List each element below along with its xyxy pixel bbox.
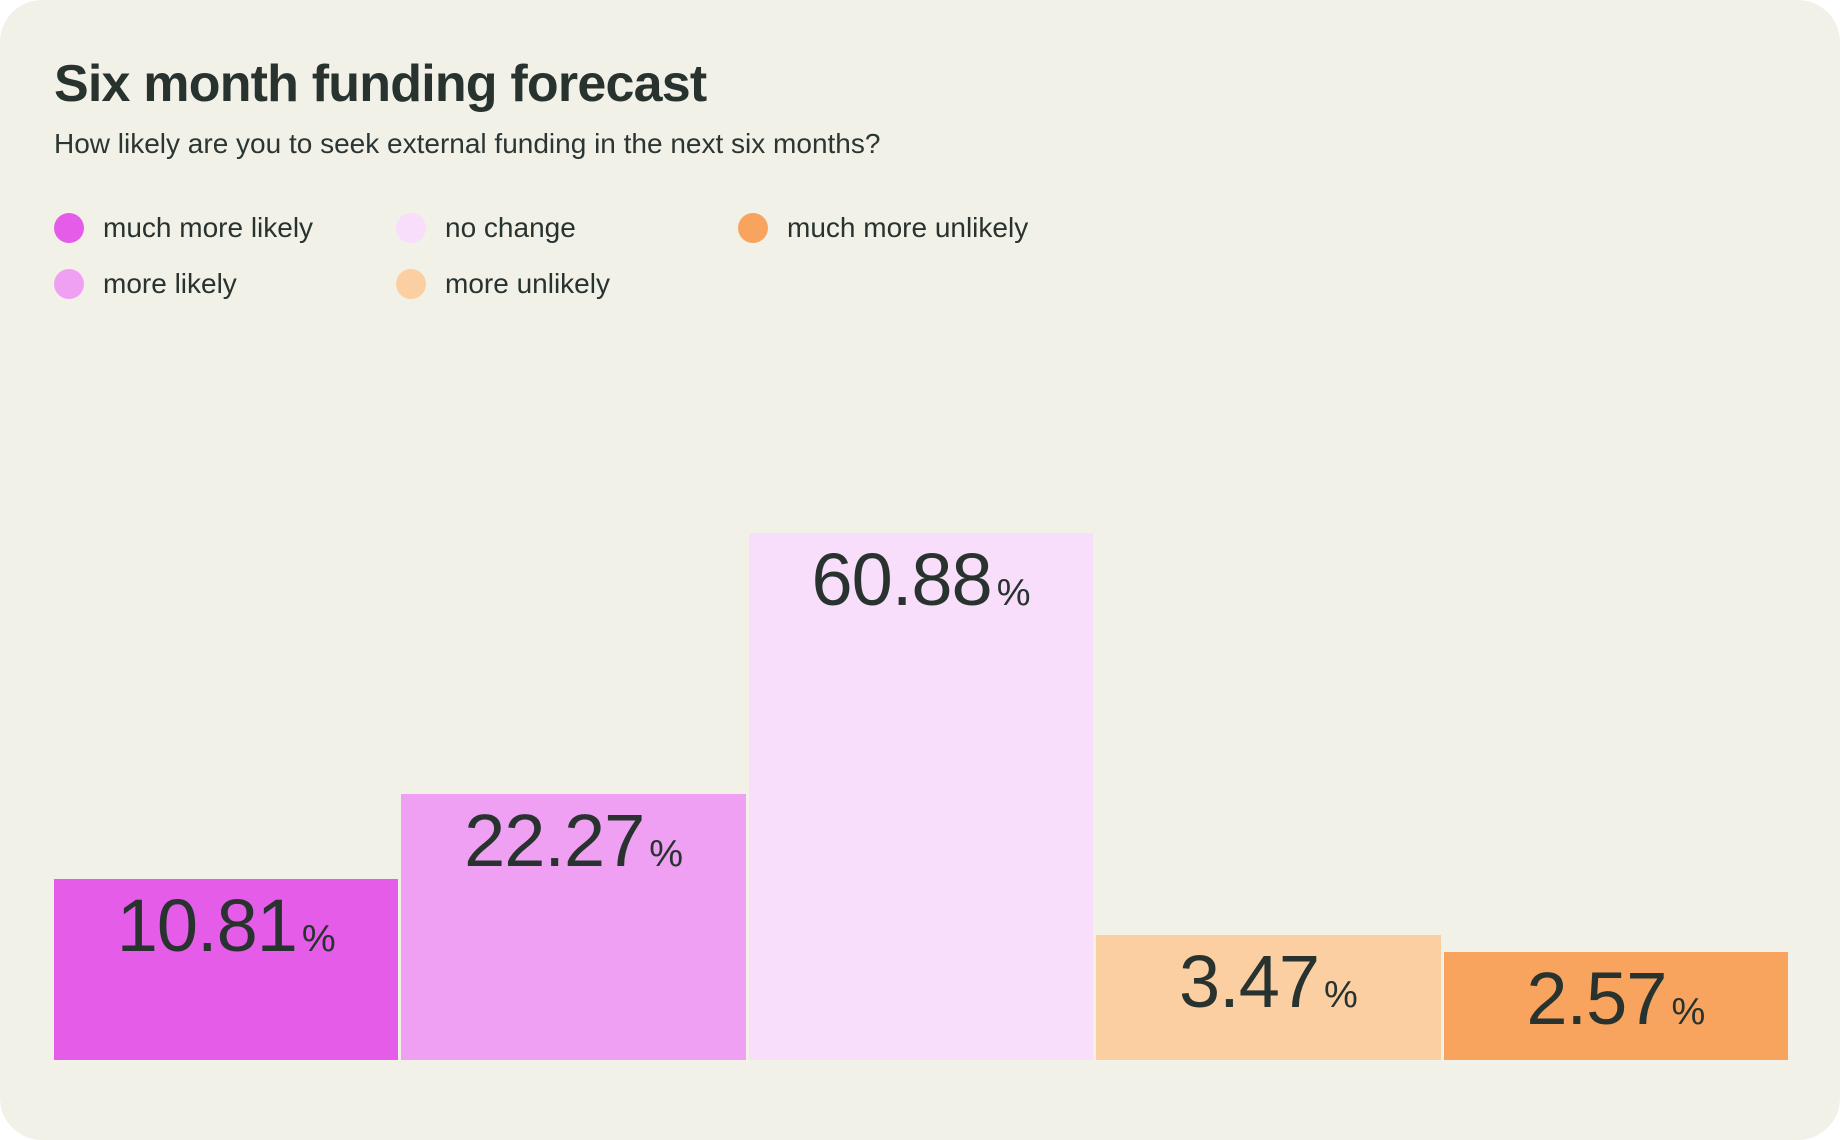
bar-value: 60.88 [811,538,993,621]
legend-item-much-more-unlikely: much more unlikely [738,212,1080,243]
bar-more-unlikely: 3.47 % [1096,935,1441,1060]
legend-item-no-change: no change [396,212,738,243]
header: Six month funding forecast How likely ar… [54,55,881,161]
bar-unit: % [301,918,336,960]
bar-unit: % [649,833,684,875]
bar-unit: % [1324,974,1358,1016]
legend-label: more likely [103,268,237,299]
bar-value: 10.81 [116,884,298,967]
page-subtitle: How likely are you to seek external fund… [54,128,881,160]
bar-value: 2.57 [1526,957,1667,1040]
legend-item-more-unlikely: more unlikely [396,268,738,299]
bar-value-label: 22.27 % [464,804,683,878]
legend-label: more unlikely [445,268,610,299]
bar-value-label: 2.57 % [1526,962,1705,1036]
legend-swatch-icon [54,213,84,243]
legend-item-much-more-likely: much more likely [54,212,396,243]
bar-chart: 10.81 % 22.27 % 60.88 % 3.47 % 2.57 [54,533,1789,1060]
legend-swatch-icon [396,269,426,299]
bar-much-more-likely: 10.81 % [54,879,399,1060]
bar-value: 3.47 [1179,940,1320,1023]
legend-item-more-likely: more likely [54,268,396,299]
legend-label: much more likely [103,212,314,243]
bar-value: 22.27 [464,799,645,882]
bar-much-more-unlikely: 2.57 % [1443,952,1789,1060]
legend: much more likely more likely no change m… [54,212,1080,299]
legend-label: no change [445,212,576,243]
legend-label: much more unlikely [787,212,1029,243]
bar-value-label: 10.81 % [117,889,336,963]
bar-more-likely: 22.27 % [401,794,746,1060]
bar-unit: % [996,572,1031,614]
bar-value-label: 3.47 % [1179,945,1358,1019]
bar-value-label: 60.88 % [812,543,1031,617]
page-title: Six month funding forecast [54,55,707,113]
legend-swatch-icon [396,213,426,243]
bar-no-change: 60.88 % [748,533,1094,1060]
legend-swatch-icon [54,269,84,299]
legend-swatch-icon [738,213,768,243]
bar-unit: % [1671,991,1706,1033]
